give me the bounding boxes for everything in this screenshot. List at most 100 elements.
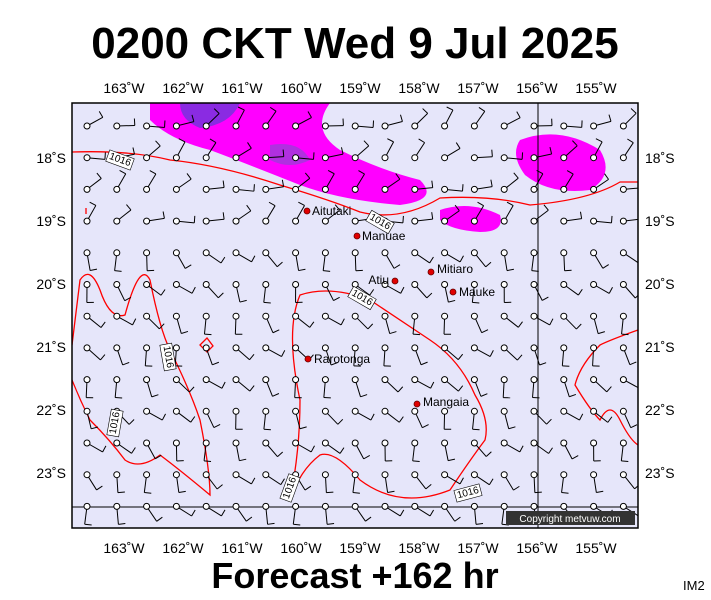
barb-station [292,122,300,130]
barb-station [381,122,389,130]
barb-flag [539,362,547,366]
barb-station [262,249,270,257]
barb-station [172,376,180,384]
barb-flag [369,289,375,296]
barb-station [202,344,210,352]
island [353,232,361,240]
barb-station [411,185,419,193]
barb-station [113,376,121,384]
barb-flag [217,292,224,299]
barb-station [441,249,449,257]
barb-station [232,154,240,162]
barb-flag [426,292,433,299]
barb-flag [448,299,456,303]
barb-station [619,249,627,257]
barb-station [530,502,538,510]
barb-flag [154,454,162,460]
barb-station [292,502,300,510]
barb-station [381,281,389,288]
barb-station [470,502,478,510]
barb-flag [272,329,280,334]
barb-station [381,376,389,384]
barb-flag [577,288,583,296]
barb-flag [604,173,609,180]
barb-station [143,344,151,352]
barb-station [381,439,389,447]
barb-station [292,344,300,352]
barb-flag [161,413,166,421]
barb-flag [91,426,99,430]
barb-flag [630,424,638,429]
barb-station [500,407,508,415]
barb-flag [639,382,642,388]
barb-station [172,502,180,510]
barb-station [262,217,270,225]
island [427,268,435,276]
barb-station [113,185,121,193]
barb-station [113,471,121,479]
barb-station [292,312,300,320]
barb-station [83,281,91,288]
barb-flag [429,509,435,517]
barb-station [83,185,91,193]
barb-station [470,312,478,320]
barb-flag [506,268,514,272]
barb-station [560,439,568,447]
lat-label: 18˚S [645,150,675,166]
barb-station [232,439,240,447]
barb-flag [398,416,404,423]
barb-station [232,376,240,384]
barb-station [470,471,478,479]
barb-station [83,407,91,415]
barb-station [83,312,91,320]
barb-flag [249,385,255,392]
barb-flag [549,147,553,155]
isobar-label-box [347,285,377,311]
barb-flag [621,460,629,462]
barb-station [470,185,478,193]
barb-station [560,471,568,479]
barb-station [619,185,627,193]
barb-flag [339,447,345,454]
barb-flag [191,286,196,294]
barb-flag [246,516,253,522]
barb-station [262,376,270,384]
barb-flag [178,138,186,143]
barb-station [441,407,449,415]
barb-station [232,471,240,479]
barb-flag [489,350,494,357]
barb-flag [506,201,514,206]
lon-label: 158˚W [398,80,440,96]
barb-flag [330,362,338,366]
barb-flag [247,142,252,149]
barb-flag [606,386,612,393]
barb-station [262,185,270,193]
barb-flag [323,270,331,272]
barb-station [351,439,359,447]
barb-station [232,217,240,225]
barb-station [143,312,151,320]
barb-station [441,281,449,288]
barb-station [619,407,627,415]
barb-station [262,122,270,130]
lon-label: 163˚W [103,540,145,556]
barb-station [530,281,538,288]
isobar-label-box [365,209,395,235]
barb-station [321,439,329,447]
barb-flag [459,255,464,263]
barb-station [500,281,508,288]
barb-flag [159,323,165,330]
barb-station [143,154,151,162]
barb-station [470,376,478,384]
barb-station [292,217,300,225]
barb-station [530,344,538,352]
barb-flag [455,142,461,149]
isobar-label-box [159,342,177,372]
barb-flag [360,394,368,398]
barb-flag [519,445,524,453]
barb-flag [459,477,464,485]
lat-label: 23˚S [645,465,675,481]
barb-station [381,312,389,320]
barb-flag [293,523,301,526]
barb-station [381,471,389,479]
